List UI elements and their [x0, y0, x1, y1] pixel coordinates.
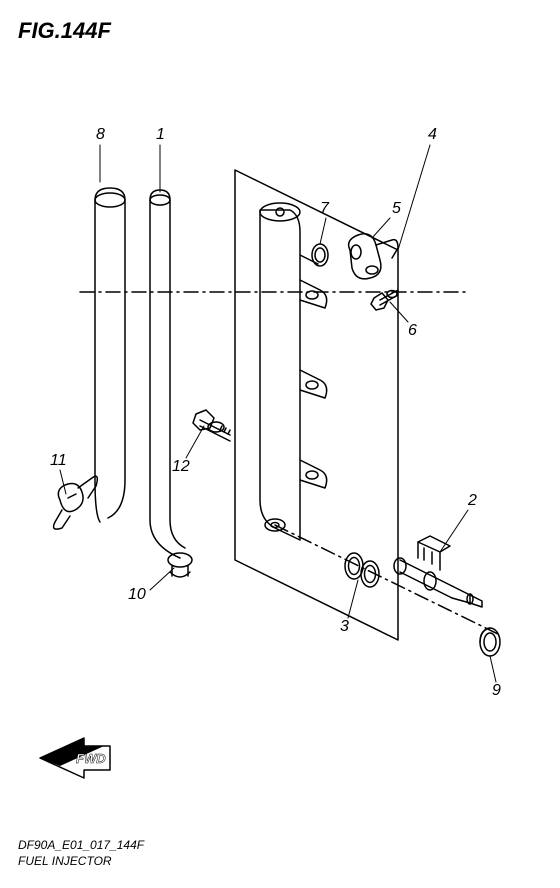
callout-3: 3 [340, 618, 349, 636]
callout-2: 2 [468, 492, 477, 510]
callout-6: 6 [408, 322, 417, 340]
callout-5: 5 [392, 200, 401, 218]
fwd-label: FWD [76, 751, 106, 766]
callout-12: 12 [172, 458, 190, 476]
diagram-canvas: FIG.144F [0, 0, 560, 888]
callout-1: 1 [156, 126, 165, 144]
footer-line2: FUEL INJECTOR [18, 854, 112, 868]
callout-11: 11 [50, 452, 67, 470]
callout-7: 7 [320, 200, 329, 218]
callout-9: 9 [492, 682, 501, 700]
diagram-svg: FWD [0, 0, 560, 888]
footer-line1: DF90A_E01_017_144F [18, 838, 144, 852]
callout-4: 4 [428, 126, 437, 144]
callout-8: 8 [96, 126, 105, 144]
callout-10: 10 [128, 586, 146, 604]
